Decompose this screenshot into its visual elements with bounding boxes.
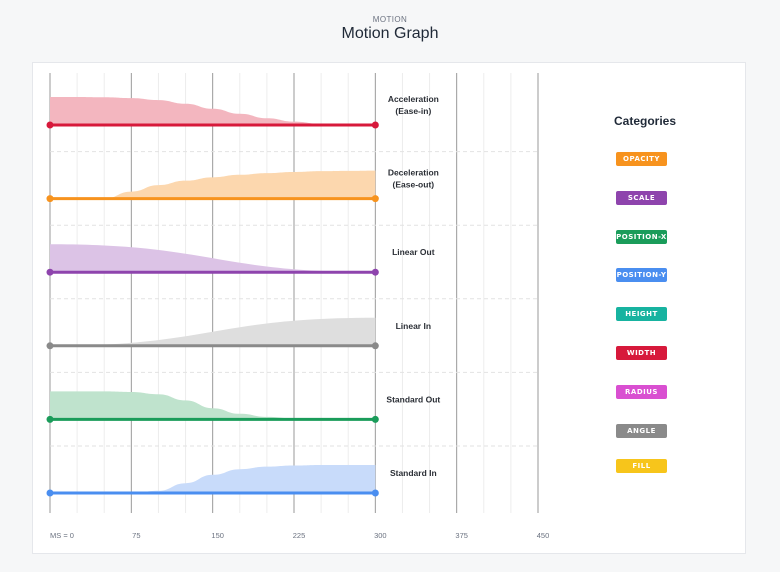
series-start-dot bbox=[46, 268, 54, 276]
series-label: (Ease-out) bbox=[393, 180, 435, 190]
series-area bbox=[50, 391, 376, 420]
series-area bbox=[50, 170, 376, 199]
chart-supertitle: MOTION bbox=[372, 15, 408, 24]
series-label: (Ease-in) bbox=[395, 106, 431, 116]
x-tick-label: 150 bbox=[211, 531, 224, 540]
series-label: Deceleration bbox=[388, 168, 439, 178]
series-label: Linear Out bbox=[392, 247, 435, 257]
series-end-dot bbox=[371, 415, 379, 423]
x-tick-label: 225 bbox=[293, 531, 306, 540]
legend-badge-angle: ANGLE bbox=[616, 424, 667, 438]
chart-title: Motion Graph bbox=[341, 25, 439, 42]
series-end-dot bbox=[371, 121, 379, 129]
x-tick-label: 75 bbox=[132, 531, 140, 540]
legend-badge-position-y: POSITION-Y bbox=[616, 268, 667, 282]
series-start-dot bbox=[46, 121, 54, 129]
series-start-dot bbox=[46, 342, 54, 350]
series-end-dot bbox=[371, 489, 379, 497]
series-label: Linear In bbox=[396, 321, 431, 331]
legend-badge-opacity: OPACITY bbox=[616, 152, 667, 166]
series-start-dot bbox=[46, 415, 54, 423]
legend-title: Categories bbox=[614, 114, 677, 128]
x-tick-label: 375 bbox=[455, 531, 468, 540]
legend-badge-width: WIDTH bbox=[616, 346, 667, 360]
series-start-dot bbox=[46, 195, 54, 203]
series-area bbox=[50, 97, 376, 125]
x-tick-label: 450 bbox=[537, 531, 550, 540]
x-tick-label: MS = 0 bbox=[50, 531, 74, 540]
series-end-dot bbox=[371, 268, 379, 276]
legend-badge-fill: FILL bbox=[616, 459, 667, 473]
series-label: Standard In bbox=[390, 468, 437, 478]
legend-badge-scale: SCALE bbox=[616, 191, 667, 205]
motion-graph-chart: Acceleration (Ease-in) Deceleration (Ease-o… bbox=[46, 73, 550, 540]
series-end-dot bbox=[371, 342, 379, 350]
series-end-dot bbox=[371, 195, 379, 203]
legend-badge-height: HEIGHT bbox=[616, 307, 667, 321]
series-area bbox=[50, 465, 376, 493]
series-label: Acceleration bbox=[388, 94, 439, 104]
series-area bbox=[50, 317, 376, 346]
x-tick-label: 300 bbox=[374, 531, 387, 540]
series-label: Standard Out bbox=[386, 394, 440, 404]
legend-badge-radius: RADIUS bbox=[616, 385, 667, 399]
series-area bbox=[50, 244, 376, 273]
series-start-dot bbox=[46, 489, 54, 497]
legend-badge-position-x: POSITION-X bbox=[616, 230, 667, 244]
